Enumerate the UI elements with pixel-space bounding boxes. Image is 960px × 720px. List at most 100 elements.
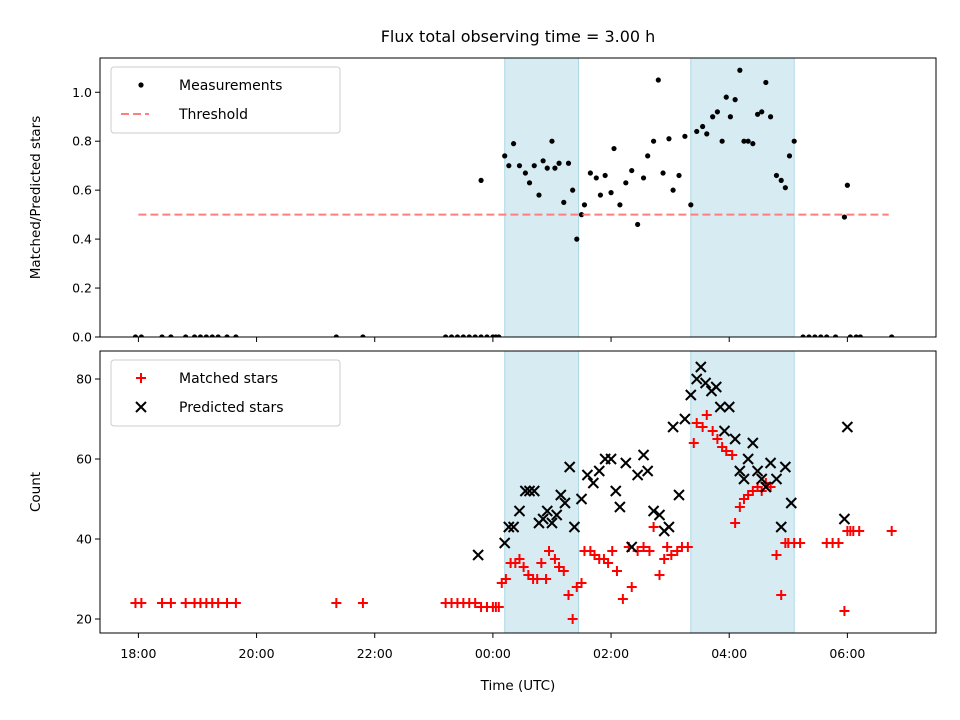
bottom-series-predicted-stars-point	[714, 401, 727, 413]
bottom-series-matched-stars-point	[470, 598, 481, 608]
bottom-series-matched-stars-point	[654, 570, 665, 580]
top-series-measurements-point	[623, 180, 629, 186]
bottom-axes-frame	[99, 350, 937, 634]
bottom-series-predicted-stars-point	[541, 505, 553, 517]
top-series-measurements-point	[522, 170, 528, 176]
top-series-measurements-point	[759, 109, 765, 115]
top-series-measurements-point	[745, 138, 751, 144]
top-series-measurements-point	[763, 79, 769, 86]
bottom-series-matched-stars-point	[771, 550, 782, 560]
top-series-measurements-point	[496, 334, 502, 337]
top-series-measurements-point	[531, 163, 537, 169]
bottom-series-matched-stars-point	[776, 590, 787, 600]
bottom-series-matched-stars-point	[541, 574, 552, 584]
bottom-series-matched-stars-point	[688, 438, 699, 448]
bottom-series-predicted-stars-point	[563, 461, 576, 473]
bottom-series-predicted-stars-point	[775, 521, 787, 533]
bottom-series-predicted-stars-point	[498, 537, 511, 549]
top-series-measurements-point	[552, 165, 558, 171]
x-axis-label: Time (UTC)	[480, 678, 556, 694]
top-y-axis-label: Matched/Predicted stars	[28, 116, 44, 279]
top-series-measurements-point	[832, 334, 839, 337]
bottom-series-predicted-stars-point	[770, 473, 783, 485]
bottom-series-predicted-stars-point	[555, 489, 567, 501]
top-series-measurements-point	[750, 141, 756, 147]
bottom-series-matched-stars-point	[701, 410, 712, 420]
top-series-measurements-point	[587, 170, 593, 176]
bottom-series-matched-stars-point	[222, 598, 233, 608]
top-series-measurements-point	[593, 175, 599, 181]
bottom-series-matched-stars-point	[730, 518, 741, 528]
top-shaded-interval-0	[504, 57, 580, 338]
bottom-series-predicted-stars-point	[729, 433, 741, 445]
top-series-measurements-point	[791, 138, 797, 144]
bottom-series-matched-stars-point	[518, 562, 529, 572]
bottom-series-matched-stars-point	[230, 598, 241, 608]
top-series-measurements-point	[741, 138, 747, 144]
bottom-series-matched-stars	[130, 410, 897, 624]
top-series-measurements-point	[655, 77, 661, 83]
top-series-measurements-point	[844, 182, 850, 188]
bottom-series-matched-stars-point	[712, 434, 723, 444]
bottom-series-matched-stars-point	[493, 602, 504, 612]
top-series-measurements-point	[714, 109, 720, 115]
bottom-series-matched-stars-point	[165, 598, 176, 608]
bottom-series-predicted-stars-point	[738, 473, 750, 485]
bottom-series-matched-stars-point	[632, 546, 643, 556]
top-series-measurements-point	[629, 167, 635, 174]
bottom-series-predicted-stars-point	[523, 485, 536, 497]
top-y-tick-label: 0.0	[72, 330, 92, 345]
bottom-series-predicted-stars-point	[559, 497, 571, 509]
top-series-measurements-point	[608, 190, 614, 196]
bottom-series-matched-stars-point	[638, 542, 649, 552]
bottom-series-predicted-stars-point	[691, 373, 703, 385]
bottom-series-predicted-stars-point	[568, 521, 581, 533]
top-series-measurements-point	[778, 177, 784, 183]
top-series-measurements-point	[472, 334, 478, 337]
top-series-measurements-point	[660, 170, 666, 176]
bottom-series-matched-stars-point	[833, 538, 844, 548]
top-series-measurements-point	[812, 334, 818, 337]
top-series-measurements-point	[561, 199, 567, 205]
bottom-shaded-interval-0	[504, 350, 580, 634]
top-series-measurements-point	[611, 145, 617, 152]
bottom-series-predicted-stars-point	[734, 465, 746, 477]
bottom-legend-box	[110, 359, 341, 427]
bottom-series-matched-stars-point	[563, 590, 574, 600]
bottom-series-predicted-stars-point	[581, 469, 594, 481]
bottom-series-predicted-stars-point	[503, 521, 515, 533]
top-series-measurements-point	[841, 214, 848, 220]
top-series-measurements-point	[138, 334, 144, 337]
bottom-legend-predicted-stars-label: Predicted stars	[179, 400, 284, 416]
top-series-measurements-point	[682, 133, 688, 139]
top-series-measurements-point	[540, 158, 546, 164]
top-series-measurements-point	[526, 180, 533, 186]
bottom-legend: Matched stars Predicted stars	[110, 359, 341, 427]
bottom-series-predicted-stars-point	[718, 425, 731, 437]
bottom-x-tick-label: 20:00	[239, 646, 275, 661]
bottom-series-predicted-stars-point	[610, 485, 622, 497]
bottom-series-predicted-stars-point	[519, 485, 532, 497]
bottom-series-predicted-stars-point	[614, 501, 626, 513]
bottom-series-matched-stars-point	[514, 554, 525, 564]
bottom-series-predicted-stars-point	[699, 377, 712, 389]
top-series-measurements-point	[544, 165, 550, 171]
bottom-series-predicted-stars-point	[679, 413, 691, 425]
bottom-series-matched-stars-point	[558, 566, 569, 576]
bottom-series-matched-stars-point	[576, 578, 587, 588]
bottom-series-matched-stars-point	[357, 598, 368, 608]
bottom-series-predicted-stars-point	[637, 449, 650, 461]
top-series-measurements-point	[889, 334, 895, 337]
top-series-measurements-point	[676, 172, 682, 179]
bottom-series-matched-stars-point	[603, 558, 614, 568]
top-series-measurements-point	[478, 177, 484, 183]
bottom-series-matched-stars-point	[795, 538, 806, 548]
bottom-series-matched-stars-point	[666, 550, 677, 560]
bottom-series-predicted-stars-point	[472, 549, 484, 561]
top-series-measurements-point	[565, 160, 572, 166]
top-series-measurements-point	[737, 67, 743, 73]
bottom-series-predicted-stars-point	[756, 473, 768, 485]
top-axes-frame	[99, 57, 937, 338]
bottom-series-predicted-stars-point	[747, 437, 759, 449]
bottom-series-predicted-stars-point	[647, 505, 660, 517]
